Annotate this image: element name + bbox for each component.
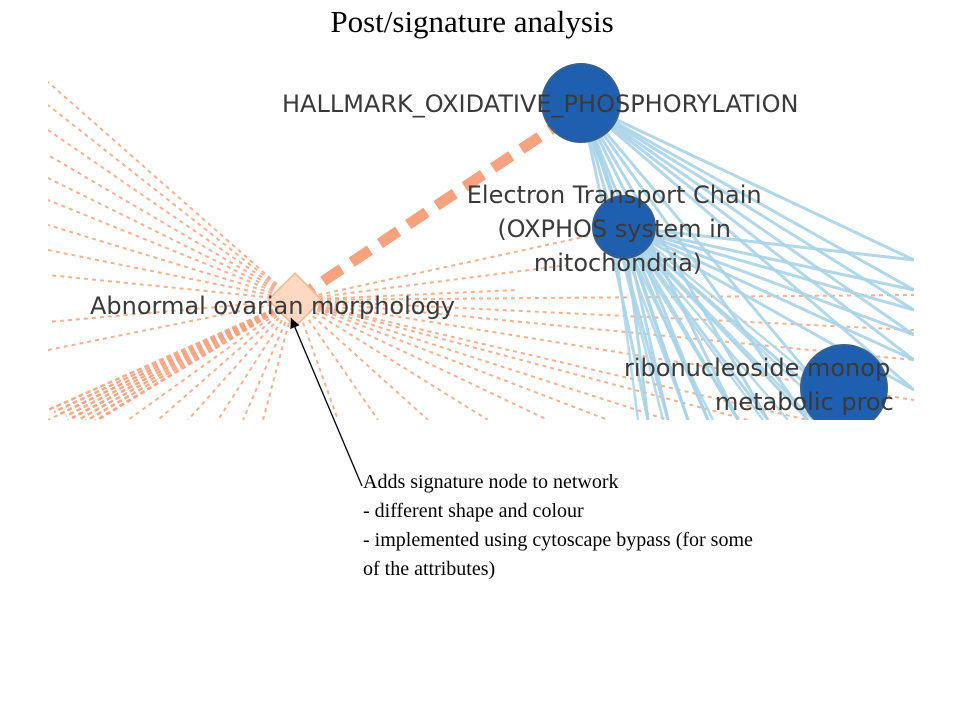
gene-set-edge [579, 102, 810, 420]
signature-edge [294, 299, 489, 420]
gene-set-edge [634, 236, 814, 420]
signature-edge [294, 235, 589, 301]
signature-edge [48, 249, 296, 301]
signature-node-abnormal-ovarian-morphology[interactable] [267, 272, 323, 328]
label-abnormal-ovarian-morphology: Abnormal ovarian morphology [90, 292, 455, 320]
signature-edge [294, 299, 339, 420]
signature-edge [294, 264, 569, 301]
label-electron-transport-chain: Electron Transport Chain (OXPHOS system … [467, 181, 770, 277]
signature-edge [294, 299, 749, 420]
callout-line-4: of the attributes) [363, 558, 496, 580]
callout-line-2: - different shape and colour [363, 500, 584, 522]
gene-set-edge [579, 102, 770, 420]
signature-edge [294, 299, 379, 420]
callout-text: Adds signature node to network - differe… [363, 468, 843, 584]
gene-set-edge [579, 102, 650, 420]
node-hallmark-oxidative-phosphorylation[interactable] [541, 63, 621, 143]
signature-edge [48, 81, 296, 301]
gene-set-edge [612, 236, 640, 420]
gene-set-edge [623, 225, 914, 337]
signature-edge [157, 299, 296, 420]
gene-set-edge [580, 101, 914, 337]
label-ribo-line-1: ribonucleoside monop [624, 354, 890, 382]
gene-set-edge [580, 101, 914, 392]
signature-edge [48, 129, 296, 301]
gene-set-edge [623, 225, 914, 292]
gene-set-edge [618, 236, 690, 420]
signature-edge [48, 298, 296, 412]
signature-edge [48, 177, 296, 301]
label-ribonucleoside-process: ribonucleoside monop metabolic proc [624, 354, 898, 416]
gene-set-edge [615, 236, 665, 420]
signature-edge [127, 299, 296, 420]
gene-set-edge [579, 102, 670, 420]
gene-set-edge [622, 226, 770, 420]
gene-set-edge [621, 236, 715, 420]
gene-set-edge [624, 236, 740, 420]
signature-edge [48, 224, 296, 301]
slide-title: Post/signature analysis [330, 4, 614, 39]
network-canvas: HALLMARK_OXIDATIVE_PHOSPHORYLATION Elect… [48, 63, 914, 420]
gene-set-edge [627, 236, 765, 420]
label-etc-line-2: (OXPHOS system in [497, 215, 731, 243]
signature-edge [294, 299, 549, 420]
gene-set-edge [580, 101, 914, 262]
signature-edge-hallmark [291, 123, 557, 305]
label-ribo-line-2: metabolic proc [715, 388, 894, 416]
gene-set-edge [623, 225, 914, 312]
label-etc-line-3: mitochondria) [534, 249, 702, 277]
gene-set-edge [580, 101, 914, 292]
label-hallmark-oxidative-phosphorylation: HALLMARK_OXIDATIVE_PHOSPHORYLATION [282, 90, 798, 118]
signature-edge [294, 289, 519, 301]
signature-edge [294, 299, 669, 420]
signature-edge [48, 299, 296, 323]
signature-edge [187, 299, 296, 420]
node-electron-transport-chain[interactable] [592, 195, 656, 259]
callout-line-1: Adds signature node to network [363, 471, 619, 493]
gene-set-edge [631, 236, 789, 420]
gene-set-edge [580, 101, 914, 362]
edge-layer [48, 81, 914, 420]
gene-set-edge [622, 226, 670, 420]
signature-edge [48, 299, 296, 351]
signature-edge [294, 299, 429, 420]
network-screenshot: HALLMARK_OXIDATIVE_PHOSPHORYLATION Elect… [48, 60, 914, 420]
gene-set-edge [622, 225, 810, 420]
signature-edge [242, 299, 296, 420]
gene-set-edge [623, 225, 914, 262]
gene-set-edge [580, 101, 914, 312]
node-ribonucleoside-metabolic-process[interactable] [800, 344, 888, 420]
signature-edge [48, 274, 296, 301]
label-etc-line-1: Electron Transport Chain [467, 181, 762, 209]
callout-arrow [290, 317, 363, 487]
callout-line-3: - implemented using cytoscape bypass (fo… [363, 529, 753, 551]
gene-set-edge [623, 225, 914, 362]
